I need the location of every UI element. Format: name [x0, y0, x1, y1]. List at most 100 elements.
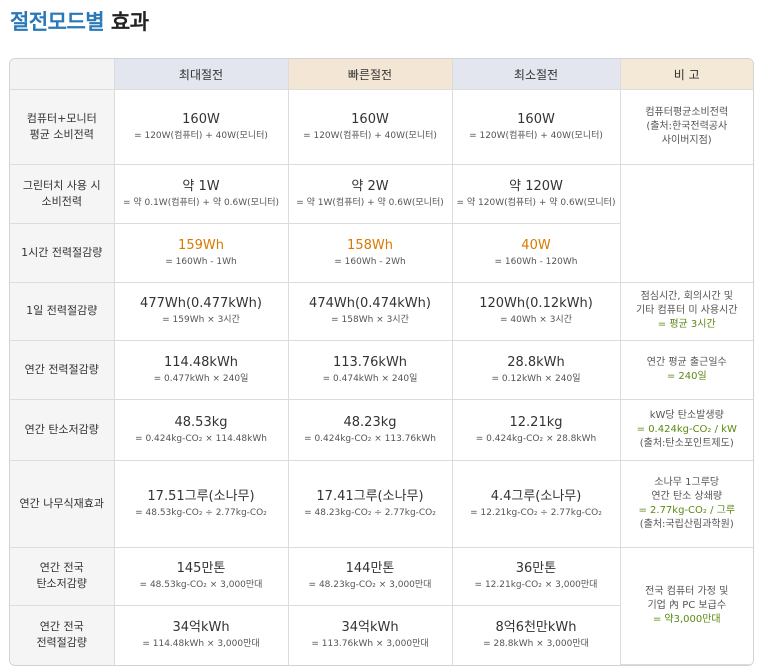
- cell-main-value: 114.48kWh: [163, 355, 239, 371]
- cell-main-value: 약 2W: [351, 179, 389, 195]
- cell-formula: = 113.76kWh × 3,000만대: [311, 639, 429, 650]
- row-label: 컴퓨터+모니터 평균 소비전력: [10, 89, 115, 166]
- table-header-row: 최대절전 빠른절전 최소절전 비 고: [10, 59, 753, 91]
- note-line: (출처:한국전력공사: [646, 121, 728, 133]
- table-row: 연간 탄소저감량 48.53kg = 0.424kg-CO₂ × 114.48kW…: [10, 398, 753, 461]
- note-line: 사이버지점): [661, 135, 712, 147]
- cell-main-value: 159Wh: [178, 237, 224, 253]
- note-line: 전국 컴퓨터 가정 및: [645, 585, 729, 597]
- cell-main-value: 158Wh: [347, 237, 393, 253]
- cell-max: 48.53kg = 0.424kg-CO₂ × 114.48kWh: [113, 398, 289, 461]
- cell-main-value: 48.53kg: [174, 414, 228, 430]
- note-line: = 약3,000만대: [652, 613, 721, 625]
- cell-min: 40W = 160Wh - 120Wh: [451, 222, 620, 283]
- cell-fast: 158Wh = 160Wh - 2Wh: [287, 222, 453, 283]
- row-label-line: 1시간 전력절감량: [21, 245, 103, 259]
- cell-main-value: 120Wh(0.12kWh): [479, 296, 593, 312]
- cell-formula: = 12.21kg-CO₂ ÷ 2.77kg-CO₂: [470, 507, 602, 518]
- page-title: 절전모드별 효과: [10, 6, 149, 36]
- cell-formula: = 160Wh - 1Wh: [165, 256, 237, 267]
- cell-main-value: 113.76kWh: [332, 355, 408, 371]
- note-cell: kW당 탄소발생량 = 0.424kg-CO₂ / kW (출처:탄소포인트제도): [619, 398, 753, 461]
- cell-formula: = 159Wh × 3시간: [162, 315, 240, 326]
- cell-main-value: 8억6천만kWh: [495, 620, 577, 636]
- cell-formula: = 114.48kWh × 3,000만대: [142, 639, 260, 650]
- note-line: (출처:탄소포인트제도): [639, 437, 734, 449]
- cell-main-value: 약 120W: [509, 179, 563, 195]
- note-line: 컴퓨터평균소비전력: [645, 107, 729, 119]
- cell-formula: = 0.424kg-CO₂ × 113.76kWh: [304, 433, 436, 444]
- cell-main-value: 12.21kg: [509, 414, 563, 430]
- cell-formula: = 28.8kWh × 3,000만대: [483, 639, 589, 650]
- row-label-line: 소비전력: [41, 195, 82, 209]
- note-line: = 평균 3시간: [657, 319, 716, 331]
- cell-main-value: 34억kWh: [172, 620, 230, 636]
- note-cell: 전국 컴퓨터 가정 및 기업 內 PC 보급수 = 약3,000만대: [619, 546, 753, 665]
- table-row: 1일 전력절감량 477Wh(0.477kWh) = 159Wh × 3시간 47…: [10, 281, 753, 342]
- cell-main-value: 17.51그루(소나무): [147, 488, 255, 504]
- cell-max: 약 1W = 약 0.1W(컴퓨터) + 약 0.6W(모니터): [113, 164, 289, 224]
- table-row: 연간 전력절감량 114.48kWh = 0.477kWh × 240일 113.…: [10, 340, 753, 400]
- cell-main-value: 4.4그루(소나무): [490, 488, 582, 504]
- cell-formula: = 158Wh × 3시간: [331, 315, 409, 326]
- page-title-accent: 절전모드별: [10, 10, 105, 34]
- table-row: 연간 나무식재효과 17.51그루(소나무) = 48.53kg-CO₂ ÷ 2.…: [10, 459, 753, 548]
- row-label-line: 연간 나무식재효과: [19, 496, 104, 510]
- cell-formula: = 0.474kWh × 240일: [322, 374, 418, 385]
- cell-formula: = 48.53kg-CO₂ × 3,000만대: [139, 580, 263, 591]
- cell-max: 160W = 120W(컴퓨터) + 40W(모니터): [113, 89, 289, 166]
- cell-fast: 48.23kg = 0.424kg-CO₂ × 113.76kWh: [287, 398, 453, 461]
- note-line: = 2.77kg-CO₂ / 그루: [638, 504, 736, 516]
- note-line: 점심시간, 회의시간 및: [640, 291, 733, 303]
- cell-formula: = 40Wh × 3시간: [499, 315, 572, 326]
- cell-main-value: 145만톤: [176, 561, 226, 577]
- cell-main-value: 40W: [521, 237, 551, 253]
- row-label: 1시간 전력절감량: [10, 222, 115, 283]
- cell-fast: 474Wh(0.474kWh) = 158Wh × 3시간: [287, 281, 453, 342]
- cell-main-value: 17.41그루(소나무): [316, 488, 424, 504]
- cell-formula: = 0.424kg-CO₂ × 114.48kWh: [135, 433, 267, 444]
- note-line: 기타 컴퓨터 미 사용시간: [635, 305, 738, 317]
- cell-formula: = 0.477kWh × 240일: [153, 374, 249, 385]
- table-row: 그린터치 사용 시 소비전력 약 1W = 약 0.1W(컴퓨터) + 약 0.6W…: [10, 164, 753, 283]
- page-title-rest: 효과: [110, 10, 149, 34]
- cell-fast: 34억kWh = 113.76kWh × 3,000만대: [287, 605, 453, 665]
- note-line: kW당 탄소발생량: [649, 409, 724, 421]
- note-line: = 240일: [666, 371, 707, 383]
- row-label: 1일 전력절감량: [10, 281, 115, 342]
- row-label-line: 전력절감량: [36, 636, 88, 650]
- row-label-line: 1일 전력절감량: [26, 304, 98, 318]
- cell-min: 약 120W = 약 120W(컴퓨터) + 약 0.6W(모니터): [451, 164, 621, 224]
- cell-main-value: 477Wh(0.477kWh): [140, 296, 262, 312]
- cell-min: 12.21kg = 0.424kg-CO₂ × 28.8kWh: [451, 398, 621, 461]
- cell-main-value: 36만톤: [515, 561, 557, 577]
- row-label-line: 컴퓨터+모니터: [26, 112, 97, 126]
- header-blank: [10, 59, 115, 91]
- cell-min: 8억6천만kWh = 28.8kWh × 3,000만대: [451, 605, 620, 665]
- row-label: 연간 나무식재효과: [10, 459, 115, 548]
- table-row: 연간 전국 전력절감량 34억kWh = 114.48kWh × 3,000만대 3…: [10, 605, 753, 665]
- cell-max: 34억kWh = 114.48kWh × 3,000만대: [113, 605, 289, 665]
- cell-min: 4.4그루(소나무) = 12.21kg-CO₂ ÷ 2.77kg-CO₂: [451, 459, 621, 548]
- cell-max: 145만톤 = 48.53kg-CO₂ × 3,000만대: [113, 546, 289, 607]
- row-label: 연간 전국 탄소저감량: [10, 546, 115, 607]
- row-label-line: 연간 전력절감량: [24, 363, 99, 377]
- cell-main-value: 474Wh(0.474kWh): [309, 296, 431, 312]
- cell-formula: = 0.424kg-CO₂ × 28.8kWh: [475, 433, 597, 444]
- row-label-line: 연간 전국: [39, 561, 84, 575]
- cell-formula: = 160Wh - 2Wh: [334, 256, 406, 267]
- row-label: 그린터치 사용 시 소비전력: [10, 164, 115, 224]
- row-label: 연간 전국 전력절감량: [10, 605, 115, 665]
- cell-min: 28.8kWh = 0.12kWh × 240일: [451, 340, 621, 400]
- cell-max: 159Wh = 160Wh - 1Wh: [113, 222, 289, 283]
- cell-fast: 113.76kWh = 0.474kWh × 240일: [287, 340, 453, 400]
- cell-formula: = 120W(컴퓨터) + 40W(모니터): [469, 131, 603, 142]
- table-row: 연간 전국 탄소저감량 145만톤 = 48.53kg-CO₂ × 3,000만대 …: [10, 546, 753, 665]
- note-line: 연간 평균 출근일수: [646, 357, 727, 369]
- cell-formula: = 12.21kg-CO₂ × 3,000만대: [474, 580, 598, 591]
- cell-formula: = 48.23kg-CO₂ ÷ 2.77kg-CO₂: [304, 507, 436, 518]
- note-cell-empty: [619, 164, 753, 283]
- note-line: 연간 탄소 상쇄량: [651, 490, 723, 502]
